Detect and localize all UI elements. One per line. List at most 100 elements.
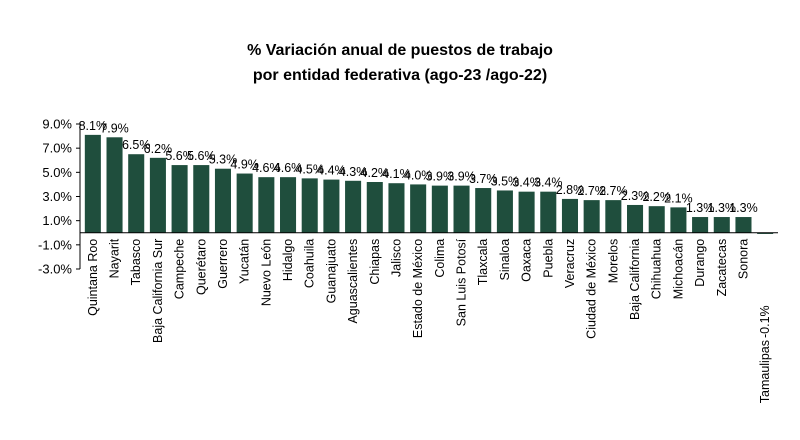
data-label: 2.3% [621, 189, 650, 203]
x-tick-label: Colima [433, 239, 447, 278]
x-tick-label: Durango [693, 239, 707, 287]
bar [301, 178, 318, 233]
data-labels: 8.1%7.9%6.5%6.2%5.6%5.6%5.3%4.9%4.6%4.6%… [79, 119, 773, 338]
data-label: 4.5% [295, 162, 324, 176]
x-tick-label: Aguascalientes [346, 239, 360, 324]
bar [648, 206, 665, 233]
bar [366, 182, 383, 233]
data-label: 4.6% [274, 161, 303, 175]
bar [106, 137, 123, 233]
bar [757, 232, 774, 234]
x-tick-label: Campeche [173, 239, 187, 299]
x-tick-label: Guanajuato [324, 239, 338, 304]
data-label: 4.6% [252, 161, 281, 175]
data-label: 1.3% [708, 201, 737, 215]
data-label: 3.4% [512, 176, 541, 190]
x-tick-label: Chihuahua [650, 239, 664, 300]
bar [735, 217, 752, 233]
y-tick-label: -1.0% [38, 237, 72, 252]
x-tick-label: Tamaulipas [758, 340, 772, 403]
data-label: 4.4% [317, 164, 346, 178]
bar [583, 200, 600, 233]
chart-title: % Variación anual de puestos de trabajo [247, 42, 553, 59]
x-tick-label: Chiapas [368, 239, 382, 285]
bar [323, 179, 340, 233]
bar [388, 183, 405, 233]
bar [713, 217, 730, 233]
bar [171, 165, 188, 233]
data-label: 2.2% [642, 190, 671, 204]
x-tick-label: Guerrero [216, 239, 230, 289]
bar [410, 184, 427, 233]
x-tick-label: Michoacán [671, 239, 685, 299]
y-tick-label: 5.0% [42, 165, 72, 180]
bars [84, 134, 774, 234]
x-tick-label: Oaxaca [520, 239, 534, 282]
data-label: 8.1% [79, 119, 108, 133]
x-tick-label: Yucatán [238, 239, 252, 284]
x-tick-label: Estado de México [411, 239, 425, 338]
bar [84, 134, 101, 233]
data-label: 4.1% [382, 167, 411, 181]
data-label: 6.5% [122, 138, 151, 152]
bar [431, 185, 448, 233]
bar [496, 190, 513, 233]
x-tick-label: Morelos [606, 239, 620, 283]
bar [236, 173, 253, 233]
x-tick-label: Quintana Roo [86, 239, 100, 316]
bar [605, 200, 622, 233]
x-tick-label: San Luis Potosí [455, 238, 469, 326]
bar [518, 191, 535, 233]
data-label: 5.6% [165, 149, 194, 163]
bar [453, 185, 470, 233]
bar [214, 168, 231, 233]
data-label: 4.2% [361, 166, 390, 180]
data-label: 2.8% [556, 183, 585, 197]
bar [128, 154, 145, 233]
bar [149, 157, 166, 233]
data-label: 5.6% [187, 149, 216, 163]
data-label: 4.9% [230, 158, 259, 172]
bar [692, 217, 709, 233]
x-tick-label: Jalisco [389, 239, 403, 277]
bar [345, 180, 362, 233]
y-tick-label: 3.0% [42, 189, 72, 204]
x-tick-label: Tabasco [129, 239, 143, 286]
data-label: 1.3% [729, 201, 758, 215]
x-tick-label: Querétaro [194, 239, 208, 295]
x-tick-label: Sonora [736, 239, 750, 279]
x-tick-label: Hidalgo [281, 239, 295, 281]
data-label: 5.3% [209, 153, 238, 167]
y-tick-label: 7.0% [42, 141, 72, 156]
x-tick-label: Sinaloa [498, 239, 512, 281]
data-label: 3.9% [447, 170, 476, 184]
x-tick-label: Puebla [541, 239, 555, 278]
data-label: 4.0% [404, 168, 433, 182]
bar [561, 198, 578, 233]
chart-subtitle: por entidad federativa (ago-23 /ago-22) [253, 67, 547, 84]
data-label: 4.3% [339, 165, 368, 179]
x-axis: Quintana Roo Nayarit Tabasco Baja Californi… [80, 232, 778, 403]
data-label: 2.7% [599, 184, 628, 198]
y-tick-label: 1.0% [42, 213, 72, 228]
bar [475, 188, 492, 233]
data-label: 7.9% [100, 121, 129, 135]
data-label: 1.3% [686, 201, 715, 215]
x-tick-label: Nayarit [108, 238, 122, 278]
bar [627, 204, 644, 233]
data-label: 3.7% [469, 172, 498, 186]
bar [540, 191, 557, 233]
y-tick-label: 9.0% [42, 117, 72, 132]
y-axis: 9.0% 7.0% 5.0% 3.0% 1.0% -1.0% -3.0% [38, 117, 81, 277]
x-tick-label: Veracruz [563, 239, 577, 288]
data-label: -0.1% [758, 305, 772, 338]
data-label: 6.2% [144, 142, 173, 156]
bar [193, 165, 210, 233]
x-tick-label: Zacatecas [715, 239, 729, 297]
data-label: 2.1% [664, 191, 693, 205]
x-tick-label: Tlaxcala [476, 239, 490, 286]
data-label: 3.9% [426, 170, 455, 184]
x-tick-label: Baja California Sur [151, 239, 165, 343]
y-tick-label: -3.0% [38, 262, 72, 277]
